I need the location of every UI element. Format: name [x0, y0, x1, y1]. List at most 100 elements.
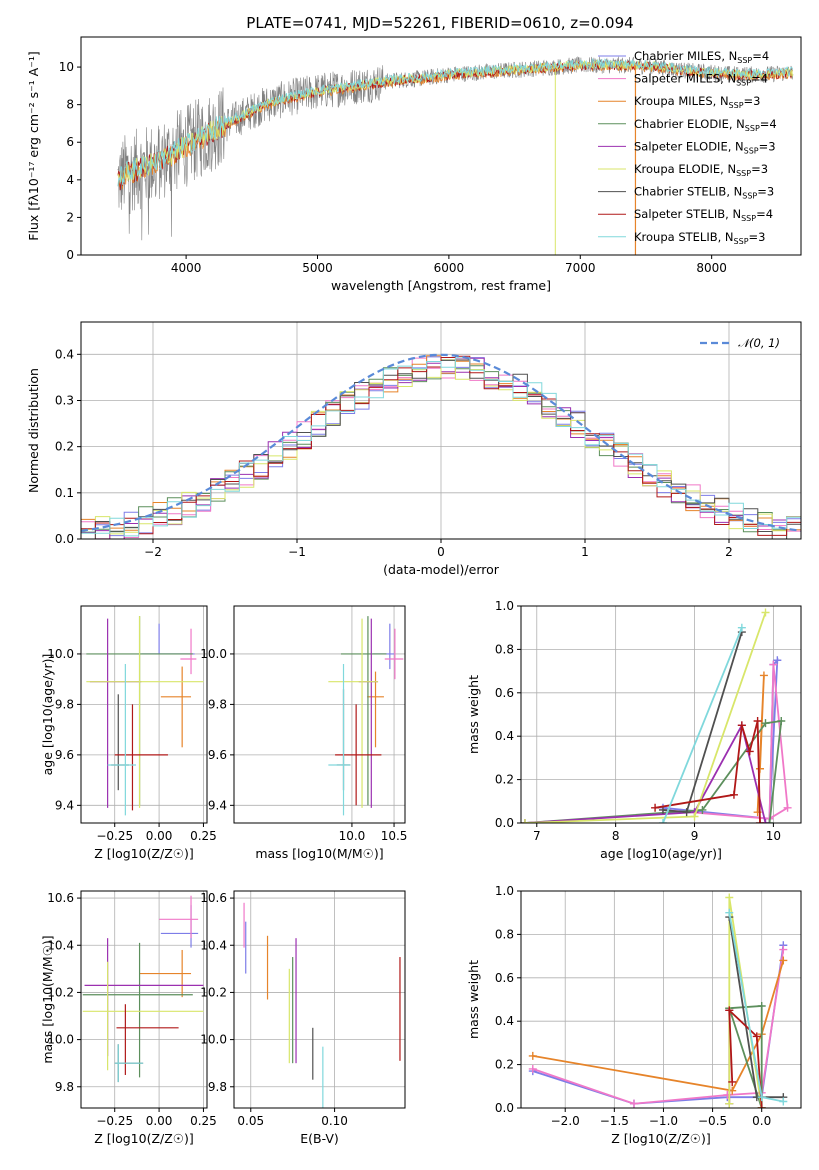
- mass-weight-marker: [658, 819, 667, 823]
- mass-weight-marker: [765, 819, 774, 823]
- legend-entry: Chabrier STELIB, NSSP=3: [634, 185, 774, 201]
- mass-weight-marker: [757, 1002, 766, 1011]
- y-tick-label: 10.6: [200, 891, 227, 905]
- mass-weight-marker: [761, 608, 770, 617]
- legend-entry: Kroupa ELODIE, NSSP=3: [634, 162, 768, 178]
- x-axis-label: age [log10(age/yr)]: [600, 846, 722, 861]
- y-tick-label: 9.4: [55, 798, 74, 812]
- age_vs_Z-panel: −0.25 0.00 0.25 9.4 9.6 9.8 10.0 Z [log10(Z/Z☉)…: [40, 605, 217, 861]
- x-tick-label: 0.25: [190, 829, 217, 843]
- age_vs_Z-grid: [81, 606, 207, 823]
- y-axis-label: age [log10(age/yr)]: [40, 654, 55, 776]
- legend-entry: Salpeter ELODIE, NSSP=3: [634, 139, 776, 155]
- y-tick-label: 0.6: [495, 971, 514, 985]
- x-tick-label: 5000: [302, 261, 333, 275]
- axes-frame: [80, 605, 208, 824]
- x-tick-label: 9: [691, 829, 699, 843]
- y-tick-label: 9.6: [208, 748, 227, 762]
- mass-weight-marker: [629, 1099, 638, 1108]
- y-tick-label: 0.2: [495, 1058, 514, 1072]
- y-axis-label: Flux [fλ10⁻¹⁷ erg cm⁻² s⁻¹ A⁻¹]: [26, 51, 41, 240]
- mass-weight-marker: [759, 671, 768, 680]
- y-tick-label: 0.0: [495, 1101, 514, 1115]
- x-tick-label: −0.5: [698, 1114, 727, 1128]
- age_vs_mass-plot-area: [328, 616, 404, 816]
- mass-weight-marker: [745, 747, 754, 756]
- mw_vs_age-axes: 7 8 9 10 0.0 0.2 0.4 0.6 0.8 1.0 age [log10(age/yr…: [466, 599, 802, 861]
- y-tick-label: 10.0: [47, 647, 74, 661]
- mass_vs_Z-plot-area: [82, 895, 204, 1083]
- age_vs_Z-plot-area: [86, 616, 204, 816]
- mass-weight-marker: [755, 764, 764, 773]
- mw_vs_Z-axes: −2.0 −1.5 −1.0 −0.5 0.0 0.0 0.2 0.4 0.6 0.8 1.0 Z […: [466, 884, 802, 1146]
- mass-weight-marker: [725, 1099, 734, 1108]
- x-tick-label: 8: [612, 829, 620, 843]
- gaussian-curve: [81, 353, 801, 532]
- mass-weight-marker: [728, 1077, 737, 1086]
- gaussian-legend-label: 𝒩(0, 1): [738, 336, 780, 350]
- y-tick-label: 10.6: [47, 891, 74, 905]
- mass_vs_ebv-panel: 0.05 0.10 9.8 10.0 10.2 10.4 10.6 E(B-V): [200, 890, 406, 1146]
- y-tick-label: 0.1: [55, 486, 74, 500]
- y-tick-label: 0.2: [495, 773, 514, 787]
- y-tick-label: 9.4: [208, 798, 227, 812]
- x-tick-label: 0.10: [321, 1114, 348, 1128]
- mass-weight-marker: [773, 656, 782, 665]
- age_vs_mass-axes: 10.0 10.5 9.4 9.6 9.8 10.0 mass [log10(M/M☉)]: [200, 605, 408, 861]
- mass-weight-marker: [690, 812, 699, 821]
- spectrum-legend: Chabrier MILES, NSSP=4 Salpeter MILES, NS…: [598, 49, 777, 246]
- y-tick-label: 0.3: [55, 393, 74, 407]
- mass-weight-marker: [682, 808, 691, 817]
- x-tick-label: 10.5: [381, 829, 408, 843]
- x-tick-label: 4000: [171, 261, 202, 275]
- y-tick-label: 0.4: [55, 347, 74, 361]
- x-axis-label: mass [log10(M/M☉)]: [255, 846, 383, 861]
- mass-weight-marker: [769, 660, 778, 669]
- age_vs_Z-axes: −0.25 0.00 0.25 9.4 9.6 9.8 10.0 Z [log10(Z/Z☉)…: [40, 605, 217, 861]
- axes-frame: [520, 605, 802, 824]
- residuals-panel: −2 −1 0 1 2 0.0 0.1 0.2 0.3 0.4 (data-model)/error…: [26, 321, 802, 577]
- spectrum-axes: 4000 5000 6000 7000 8000 0 2 4 6 8 10 wavelength [A…: [26, 36, 802, 293]
- mass-weight-marker: [752, 1032, 761, 1041]
- mass-weight-marker: [779, 1097, 788, 1106]
- mw_vs_Z-plot-area: [528, 893, 788, 1108]
- mw_vs_age-plot-area: [521, 608, 792, 823]
- histogram-step-line: [81, 357, 801, 537]
- mass-weight-marker: [777, 717, 786, 726]
- mass-weight-marker: [521, 819, 529, 823]
- y-tick-label: 0.0: [495, 816, 514, 830]
- legend-entry: Salpeter STELIB, NSSP=4: [634, 207, 773, 223]
- x-axis-label: wavelength [Angstrom, rest frame]: [331, 278, 551, 293]
- mass_vs_Z-panel: −0.25 0.00 0.25 9.8 10.0 10.2 10.4 10.6 Z [log10…: [40, 890, 217, 1146]
- y-tick-label: 10.2: [200, 985, 227, 999]
- y-tick-label: 2: [66, 210, 74, 224]
- y-tick-label: 10: [59, 60, 74, 74]
- x-tick-label: 0.00: [146, 1114, 173, 1128]
- y-tick-label: 1.0: [495, 884, 514, 898]
- x-axis-label: Z [log10(Z/Z☉)]: [94, 1131, 194, 1146]
- axes-frame: [233, 605, 406, 824]
- x-tick-label: 0.05: [237, 1114, 264, 1128]
- mass-weight-marker: [528, 1064, 537, 1073]
- x-axis-label: (data-model)/error: [383, 562, 500, 577]
- y-tick-label: 9.8: [55, 1080, 74, 1094]
- x-tick-label: 1: [581, 545, 589, 559]
- y-tick-label: 10.4: [200, 938, 227, 952]
- x-tick-label: 10: [766, 829, 781, 843]
- mass-weight-marker: [761, 719, 770, 728]
- mass-weight-marker: [528, 1051, 537, 1060]
- x-tick-label: 8000: [696, 261, 727, 275]
- mass-weight-marker: [757, 1104, 766, 1108]
- age_vs_mass-grid: [234, 606, 405, 823]
- x-tick-label: 0.25: [190, 1114, 217, 1128]
- y-tick-label: 10.0: [200, 1033, 227, 1047]
- legend-entry: Chabrier MILES, NSSP=4: [634, 49, 769, 65]
- mass-weight-line: [728, 1008, 763, 1108]
- y-tick-label: 10.4: [47, 938, 74, 952]
- mw_vs_age-panel: 7 8 9 10 0.0 0.2 0.4 0.6 0.8 1.0 age [log10(age/yr…: [466, 599, 802, 861]
- mass-weight-marker: [729, 790, 738, 799]
- mass-weight-marker: [737, 623, 746, 632]
- axes-frame: [233, 890, 406, 1109]
- mass_vs_Z-axes: −0.25 0.00 0.25 9.8 10.0 10.2 10.4 10.6 Z [log10…: [40, 890, 217, 1146]
- x-tick-label: 7000: [565, 261, 596, 275]
